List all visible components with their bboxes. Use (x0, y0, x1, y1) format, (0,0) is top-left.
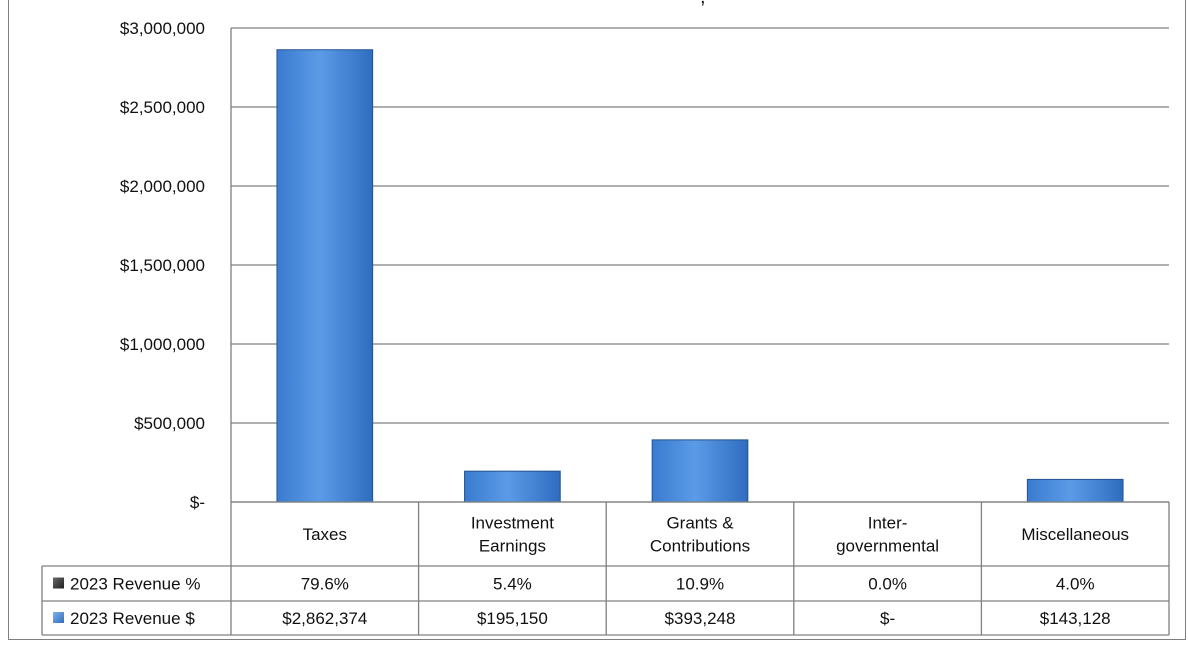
y-tick-label: $1,500,000 (120, 256, 205, 275)
legend-key-1 (53, 577, 64, 589)
bar-0-4 (1026, 478, 1124, 503)
category-label: Contributions (650, 537, 750, 556)
data-label-0-1: $195,150 (477, 609, 548, 628)
data-label-0-4: $143,128 (1040, 609, 1111, 628)
data-label-0-0: $2,862,374 (282, 609, 367, 628)
data-label-1-3: 0.0% (868, 575, 907, 594)
bar-0-0 (276, 49, 374, 503)
chart-frame (8, 0, 1186, 640)
bars (276, 49, 1124, 503)
y-axis-tick-labels: $- $500,000 $1,000,000 $1,500,000 $2,000,000… (120, 19, 205, 512)
category-label: governmental (836, 537, 939, 556)
y-tick-label: $2,000,000 (120, 177, 205, 196)
category-label: Taxes (303, 525, 347, 544)
category-label: Earnings (479, 537, 546, 556)
y-tick-label: $3,000,000 (120, 19, 205, 38)
data-label-1-0: 79.6% (301, 575, 349, 594)
legend-label: 2023 Revenue % (70, 575, 200, 594)
bar-0-1 (464, 470, 561, 503)
category-label: Miscellaneous (1021, 525, 1129, 544)
category-label: Investment (471, 514, 554, 533)
category-label: Grants & (666, 514, 734, 533)
data-label-1-4: 4.0% (1056, 575, 1095, 594)
category-label: Inter- (868, 514, 908, 533)
y-tick-label: $- (190, 493, 205, 512)
data-table: Taxes Investment Earnings Grants & Contribut… (41, 501, 1170, 636)
y-tick-label: $1,000,000 (120, 335, 205, 354)
y-tick-label: $2,500,000 (120, 98, 205, 117)
data-label-1-1: 5.4% (493, 575, 532, 594)
chart-title-fragment: , (700, 0, 706, 9)
y-tick-label: $500,000 (134, 414, 205, 433)
data-label-0-3: $- (880, 609, 895, 628)
data-label-1-2: 10.9% (676, 575, 724, 594)
legend-label: 2023 Revenue $ (70, 609, 195, 628)
bar-0-2 (651, 439, 749, 503)
data-label-0-2: $393,248 (665, 609, 736, 628)
legend-key-0 (53, 612, 64, 623)
